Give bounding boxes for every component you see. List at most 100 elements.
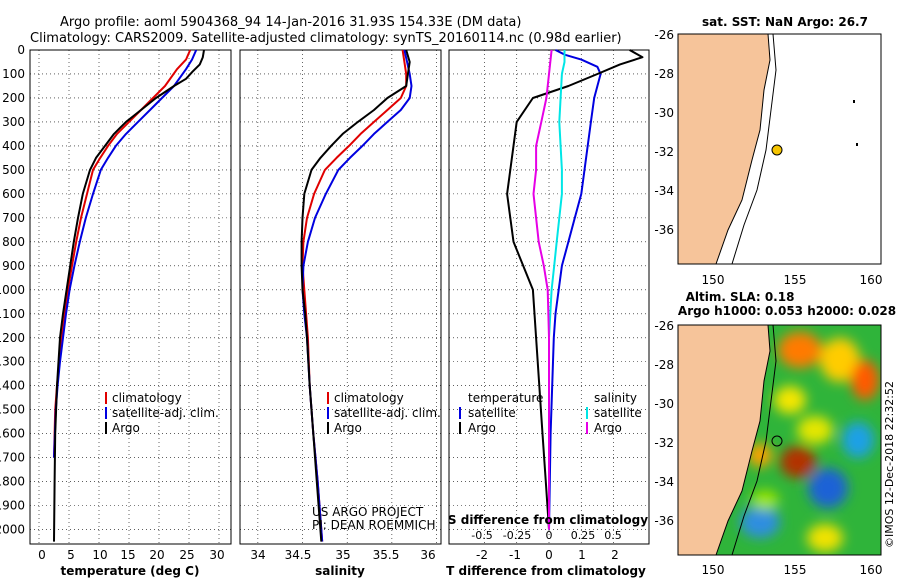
difference-series [506, 49, 644, 530]
depth-tick-label: 1300 [0, 355, 25, 369]
depth-tick-label: 600 [2, 187, 25, 201]
map-top-yticks: -26 -28 -30 -32 -34 -36 [654, 28, 674, 237]
salinity-xlabel: salinity [315, 564, 365, 578]
t-xtick: 10 [92, 548, 107, 562]
map-ytick: -30 [654, 397, 674, 411]
depth-tick-label: 800 [2, 235, 25, 249]
map-bottom-frame [677, 324, 882, 556]
legend-label: Argo [112, 421, 140, 435]
t-xtick: 15 [120, 548, 135, 562]
map-xtick: 150 [702, 563, 725, 577]
depth-tick-label: 500 [2, 163, 25, 177]
map-bottom-title1: Altim. SLA: 0.18 [686, 290, 795, 304]
series-line [548, 50, 566, 530]
d-xtick: 0 [545, 548, 553, 562]
map-bottom-isobath [731, 325, 777, 555]
island-dot [856, 143, 858, 146]
depth-tick-label: 1100 [0, 307, 25, 321]
s-xtick: 34 [250, 548, 265, 562]
t-xtick: 0 [38, 548, 46, 562]
salinity-xticks: 34 34.5 35 35.5 36 [250, 548, 435, 562]
temperature-xticks: 0 5 10 15 20 25 30 [38, 548, 224, 562]
difference-legend: temperature satellite Argo salinity sate… [459, 391, 642, 435]
depth-tick-label: 1900 [0, 499, 25, 513]
depth-tick-label: 1500 [0, 403, 25, 417]
series-line [548, 49, 602, 530]
depth-tick-label: 900 [2, 259, 25, 273]
d-xtick: 2 [611, 548, 619, 562]
series-line [300, 49, 411, 542]
credit-project: US ARGO PROJECT [312, 505, 424, 519]
d-stick: 0 [546, 529, 553, 542]
depth-tick-label: 1200 [0, 331, 25, 345]
depth-tick-label: 300 [2, 115, 25, 129]
d-stick: -0.25 [503, 529, 531, 542]
header-line1: Argo profile: aoml 5904368_94 14-Jan-201… [60, 15, 521, 30]
s-xtick: 34.5 [285, 548, 312, 562]
t-xtick: 20 [149, 548, 164, 562]
d-xtick: -2 [476, 548, 488, 562]
temperature-xlabel: temperature (deg C) [61, 564, 200, 578]
map-ytick: -36 [654, 514, 674, 528]
salinity-diff-label: S difference from climatology [448, 513, 648, 527]
legend-label: climatology [334, 391, 404, 405]
t-xtick: 30 [209, 548, 224, 562]
depth-tick-label: 1700 [0, 451, 25, 465]
map-ytick: -34 [654, 184, 674, 198]
island-dot [853, 100, 855, 103]
temperature-series [53, 49, 205, 542]
s-xtick: 35 [335, 548, 350, 562]
argo-float-marker [771, 435, 783, 447]
temperature-legend: climatology satellite-adj. clim. Argo [105, 391, 219, 435]
temperature-panel [29, 49, 232, 545]
legend-label: satellite [594, 406, 642, 420]
map-bottom-yticks: -26 -28 -30 -32 -34 -36 [654, 319, 674, 528]
map-bottom [678, 325, 881, 555]
d-stick: 0.25 [571, 529, 596, 542]
map-ytick: -28 [654, 67, 674, 81]
map-xtick: 150 [702, 273, 725, 287]
map-top-land [677, 33, 771, 265]
series-line [53, 49, 205, 542]
map-top-isobath [731, 33, 777, 265]
legend-title-temperature: temperature [468, 391, 543, 405]
map-ytick: -36 [654, 223, 674, 237]
salinity-series [300, 49, 413, 542]
d-xtick: 1 [578, 548, 586, 562]
map-xtick: 160 [860, 563, 883, 577]
t-xtick: 5 [67, 548, 75, 562]
legend-label: satellite-adj. clim. [334, 406, 441, 420]
map-ytick: -30 [654, 106, 674, 120]
s-xtick: 35.5 [373, 548, 400, 562]
map-bottom-land [678, 325, 771, 555]
map-top [677, 33, 882, 265]
map-ytick: -32 [654, 145, 674, 159]
sla-anomalies [740, 332, 879, 552]
depth-axis: 0 100 200 300 400 500 600 700 800 900 1000 1100 1200… [0, 43, 25, 537]
map-bottom-xticks: 150 155 160 [702, 563, 883, 577]
depth-tick-label: 0 [17, 43, 25, 57]
salinity-panel [239, 49, 442, 545]
d-stick: -0.5 [471, 529, 492, 542]
legend-label: Argo [334, 421, 362, 435]
map-ytick: -26 [654, 28, 674, 42]
header-line2: Climatology: CARS2009. Satellite-adjuste… [30, 31, 622, 46]
legend-title-salinity: salinity [594, 391, 637, 405]
map-top-xticks: 150 155 160 [702, 273, 883, 287]
argo-float-marker [771, 144, 783, 156]
depth-tick-label: 1400 [0, 379, 25, 393]
legend-label: satellite [468, 406, 516, 420]
legend-label: satellite-adj. clim. [112, 406, 219, 420]
salinity-grid [240, 49, 441, 544]
legend-label: climatology [112, 391, 182, 405]
series-line [53, 49, 198, 458]
depth-tick-label: 400 [2, 139, 25, 153]
map-xtick: 155 [784, 273, 807, 287]
salinity-legend: climatology satellite-adj. clim. Argo US… [312, 391, 441, 532]
map-ytick: -26 [654, 319, 674, 333]
series-line [532, 49, 553, 530]
depth-tick-label: 700 [2, 211, 25, 225]
t-xtick: 25 [179, 548, 194, 562]
difference-xlabel: T difference from climatology [446, 564, 646, 578]
